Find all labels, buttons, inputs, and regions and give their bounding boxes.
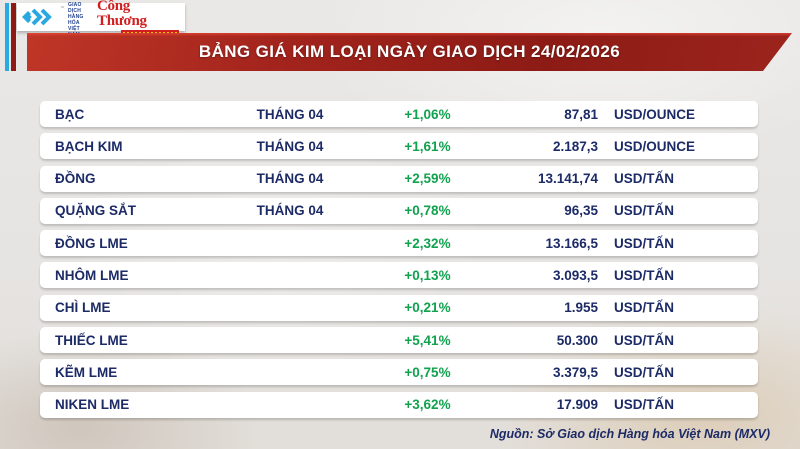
price-unit: USD/OUNCE (614, 106, 696, 122)
price-unit: USD/TẤN (614, 203, 674, 219)
congthuong-logo-text: Công Thương (97, 0, 147, 29)
title-banner: BẢNG GIÁ KIM LOẠI NGÀY GIAO DỊCH 24/02/2… (27, 33, 792, 71)
commodity-name: ĐỒNG LME (55, 235, 128, 251)
price-value: 3.379,5 (552, 364, 598, 380)
mxv-org-line1: SỞ GIAO DỊCH (68, 0, 82, 14)
commodity-name: ĐỒNG (55, 171, 96, 187)
commodity-name: NHÔM LME (55, 267, 129, 283)
price-unit: USD/OUNCE (614, 138, 696, 154)
percent-change: +2,32% (404, 235, 451, 251)
percent-change: +1,06% (404, 106, 451, 122)
price-value: 87,81 (564, 106, 598, 122)
trademark-symbol: ™ (60, 5, 64, 10)
price-value: 1.955 (564, 300, 598, 316)
mxv-org-line2: HÀNG HÓA (68, 14, 84, 26)
contract-month: THÁNG 04 (256, 171, 324, 187)
congthuong-logo: Công Thương (97, 0, 179, 35)
price-unit: USD/TẤN (614, 171, 674, 187)
price-unit: USD/TẤN (614, 300, 674, 316)
price-value: 96,35 (564, 203, 598, 219)
price-unit: USD/TẤN (614, 267, 674, 283)
commodity-name: CHÌ LME (55, 300, 111, 316)
commodity-name: BẠCH KIM (55, 138, 123, 154)
price-unit: USD/TẤN (614, 332, 674, 348)
table-row-kem-lme: KẼM LME +0,75% 3.379,5 USD/TẤN (40, 359, 758, 386)
price-table: BẠC THÁNG 04 +1,06% 87,81 USD/OUNCE BẠCH… (40, 101, 758, 418)
table-row-thiec-lme: THIẾC LME +5,41% 50.300 USD/TẤN (40, 327, 758, 354)
price-unit: USD/TẤN (614, 235, 674, 251)
table-row-niken-lme: NIKEN LME +3,62% 17.909 USD/TẤN (40, 391, 758, 418)
price-unit: USD/TẤN (614, 364, 674, 380)
table-row-dong: ĐỒNG THÁNG 04 +2,59% 13.141,74 USD/TẤN (40, 165, 758, 192)
percent-change: +2,59% (404, 171, 451, 187)
contract-month: THÁNG 04 (256, 138, 324, 154)
percent-change: +0,78% (404, 203, 451, 219)
mxv-logo-icon (22, 8, 52, 26)
percent-change: +0,21% (404, 300, 451, 316)
table-row-chi-lme: CHÌ LME +0,21% 1.955 USD/TẤN (40, 294, 758, 321)
accent-bar-red (11, 3, 16, 71)
congthuong-logo-strip (121, 30, 179, 35)
contract-month: THÁNG 04 (256, 106, 324, 122)
percent-change: +1,61% (404, 138, 451, 154)
logo-box: ™ SỞ GIAO DỊCH HÀNG HÓA VIỆT NAM Công Th… (17, 0, 185, 38)
price-value: 17.909 (556, 397, 598, 413)
price-value: 13.166,5 (545, 235, 598, 251)
price-value: 50.300 (556, 332, 598, 348)
table-row-nhom-lme: NHÔM LME +0,13% 3.093,5 USD/TẤN (40, 262, 758, 289)
table-row-bach-kim: BẠCH KIM THÁNG 04 +1,61% 2.187,3 USD/OUN… (40, 133, 758, 160)
percent-change: +0,75% (404, 364, 451, 380)
contract-month: THÁNG 04 (256, 203, 324, 219)
table-row-quang-sat: QUẶNG SẮT THÁNG 04 +0,78% 96,35 USD/TẤN (40, 197, 758, 224)
commodity-name: BẠC (55, 106, 85, 122)
commodity-name: NIKEN LME (55, 397, 130, 413)
accent-bar-blue (5, 3, 9, 71)
price-unit: USD/TẤN (614, 397, 674, 413)
table-row-dong-lme: ĐỒNG LME +2,32% 13.166,5 USD/TẤN (40, 230, 758, 257)
price-value: 3.093,5 (552, 267, 598, 283)
percent-change: +5,41% (404, 332, 451, 348)
page-title: BẢNG GIÁ KIM LOẠI NGÀY GIAO DỊCH 24/02/2… (198, 42, 621, 61)
source-attribution: Nguồn: Sở Giao dịch Hàng hóa Việt Nam (M… (489, 427, 770, 441)
price-value: 2.187,3 (552, 138, 598, 154)
table-row-bac: BẠC THÁNG 04 +1,06% 87,81 USD/OUNCE (40, 101, 758, 127)
commodity-name: QUẶNG SẮT (55, 203, 136, 219)
percent-change: +0,13% (404, 267, 451, 283)
commodity-name: THIẾC LME (55, 332, 128, 348)
percent-change: +3,62% (404, 397, 451, 413)
commodity-name: KẼM LME (55, 364, 118, 380)
price-value: 13.141,74 (537, 171, 598, 187)
mxv-org-name: SỞ GIAO DỊCH HÀNG HÓA VIỆT NAM (68, 0, 89, 38)
